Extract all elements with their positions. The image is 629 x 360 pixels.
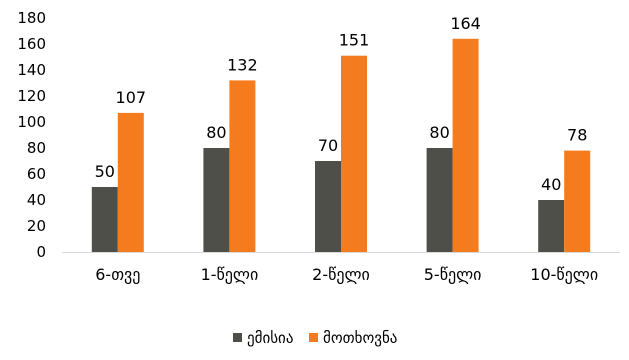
data-label: 50: [95, 162, 115, 181]
data-label: 80: [429, 123, 449, 142]
bar-series-2: [452, 38, 479, 252]
bar-series-1: [203, 148, 230, 252]
bar-series-1: [426, 148, 453, 252]
data-label: 107: [116, 88, 147, 107]
x-category-label: 6-თვე: [95, 265, 140, 284]
y-tick-label: 0: [36, 243, 46, 261]
bar-series-1: [91, 187, 118, 252]
x-axis-categories: 6-თვე 1-წელი 2-წელი 5-წელი 10-წელი: [95, 265, 598, 284]
y-tick-label: 120: [17, 87, 46, 105]
legend-label: ემისია: [247, 329, 293, 347]
legend-label: მოთხოვნა: [323, 329, 397, 347]
data-label: 40: [541, 175, 561, 194]
bar-series-2: [564, 150, 591, 252]
legend-swatch: [309, 333, 318, 342]
y-tick-label: 20: [27, 217, 46, 235]
legend: ემისია მოთხოვნა: [233, 329, 397, 347]
bar-series-1: [315, 161, 341, 252]
y-axis-ticks: 0 20 40 60 80 100 120 140 160 180: [17, 9, 46, 261]
x-category-label: 1-წელი: [201, 265, 259, 284]
data-labels: 50 107 80 132 70 151 80 164 40 78: [95, 14, 588, 194]
y-tick-label: 160: [17, 35, 46, 53]
data-label: 132: [227, 55, 258, 74]
x-category-label: 5-წელი: [424, 265, 482, 284]
data-label: 164: [450, 14, 481, 33]
data-label: 80: [206, 123, 226, 142]
data-label: 78: [567, 126, 587, 145]
y-tick-label: 180: [17, 9, 46, 27]
x-category-label: 2-წელი: [312, 265, 370, 284]
bar-series-2: [229, 80, 256, 253]
y-tick-label: 80: [27, 139, 46, 157]
bar-series-1: [538, 200, 565, 252]
bar-series-2: [117, 112, 144, 253]
y-tick-label: 60: [27, 165, 46, 183]
x-category-label: 10-წელი: [530, 265, 598, 284]
bars: [91, 38, 591, 253]
bar-series-2: [341, 55, 367, 253]
y-tick-label: 40: [27, 191, 46, 209]
data-label: 151: [339, 31, 370, 50]
y-tick-label: 140: [17, 61, 46, 79]
y-tick-label: 100: [17, 113, 46, 131]
legend-swatch: [233, 333, 242, 342]
data-label: 70: [318, 136, 338, 155]
